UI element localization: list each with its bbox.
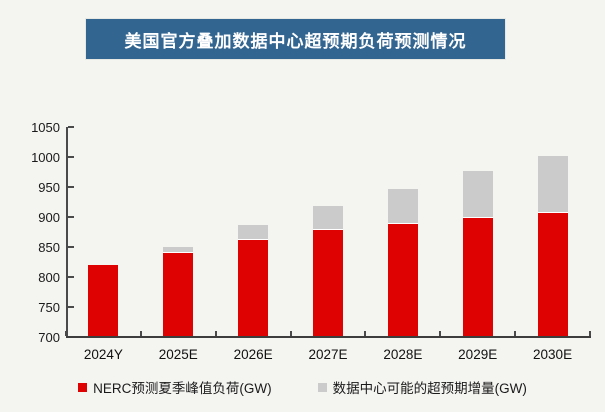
x-axis-tick xyxy=(589,331,591,336)
bar-2028E xyxy=(387,188,418,337)
legend-swatch-icon xyxy=(317,382,327,392)
legend-swatch-icon xyxy=(78,382,88,392)
y-tick-label: 900 xyxy=(38,210,60,225)
y-axis-tick xyxy=(68,156,74,158)
bar-2027E xyxy=(313,206,343,337)
bar-2025E xyxy=(163,247,194,337)
y-axis-tick xyxy=(68,276,74,278)
chart-title: 美国官方叠加数据中心超预期负荷预测情况 xyxy=(124,31,467,51)
y-tick-label: 950 xyxy=(38,180,60,195)
x-tick-label: 2030E xyxy=(533,347,573,362)
legend-label: NERC预测夏季峰值负荷(GW) xyxy=(93,381,272,396)
x-axis-tick xyxy=(65,331,67,336)
y-tick-label: 800 xyxy=(38,270,60,285)
y-axis-tick xyxy=(68,216,74,218)
bar-segment-datacenter-upside xyxy=(163,247,194,253)
y-tick-label: 1000 xyxy=(31,150,60,165)
legend-label: 数据中心可能的超预期增量(GW) xyxy=(332,381,527,396)
bar-segment-nerc-forecast xyxy=(238,240,269,337)
bar-segment-nerc-forecast xyxy=(88,265,119,337)
x-tick-label: 2028E xyxy=(383,347,423,362)
y-axis-tick xyxy=(68,306,74,308)
x-axis-tick xyxy=(514,331,517,336)
x-axis-tick xyxy=(214,331,217,336)
x-tick-label: 2025E xyxy=(158,347,198,362)
bar-2029E xyxy=(462,171,493,337)
x-axis-tick xyxy=(364,331,367,336)
bar-segment-datacenter-upside xyxy=(462,171,493,218)
bar-segment-datacenter-upside xyxy=(537,155,568,213)
y-tick-label: 700 xyxy=(38,330,60,345)
y-tick-label: 750 xyxy=(38,300,60,315)
legend-item-datacenter-upside: 数据中心可能的超预期增量(GW) xyxy=(317,377,527,397)
bar-segment-datacenter-upside xyxy=(313,206,343,231)
bar-segment-nerc-forecast xyxy=(462,217,493,337)
x-axis-tick xyxy=(439,331,442,336)
x-tick-label: 2027E xyxy=(308,347,348,362)
y-axis-tick xyxy=(68,186,74,188)
y-tick-label: 1050 xyxy=(31,120,60,135)
bar-2024Y xyxy=(88,265,119,337)
bar-segment-datacenter-upside xyxy=(387,188,418,224)
bar-segment-datacenter-upside xyxy=(238,225,269,241)
chart-legend: NERC预测夏季峰值负荷(GW) 数据中心可能的超预期增量(GW) xyxy=(0,377,605,397)
y-axis-tick xyxy=(68,126,74,128)
bar-segment-nerc-forecast xyxy=(313,230,343,337)
bar-segment-nerc-forecast xyxy=(537,212,568,337)
bar-2030E xyxy=(537,155,568,337)
legend-item-nerc-forecast: NERC预测夏季峰值负荷(GW) xyxy=(78,377,272,397)
x-tick-label: 2029E xyxy=(458,347,498,362)
x-tick-label: 2026E xyxy=(233,347,273,362)
x-axis-tick xyxy=(139,331,142,336)
chart-title-banner: 美国官方叠加数据中心超预期负荷预测情况 xyxy=(86,19,505,59)
x-tick-label: 2024Y xyxy=(83,347,123,362)
bar-2026E xyxy=(238,225,269,337)
y-axis-tick xyxy=(68,246,74,248)
bar-segment-nerc-forecast xyxy=(163,253,194,337)
x-axis-line xyxy=(66,336,591,338)
plot-area xyxy=(66,127,590,337)
y-tick-label: 850 xyxy=(38,240,60,255)
y-axis-line xyxy=(66,127,68,337)
bar-segment-nerc-forecast xyxy=(387,223,418,337)
x-axis-tick xyxy=(289,331,292,336)
